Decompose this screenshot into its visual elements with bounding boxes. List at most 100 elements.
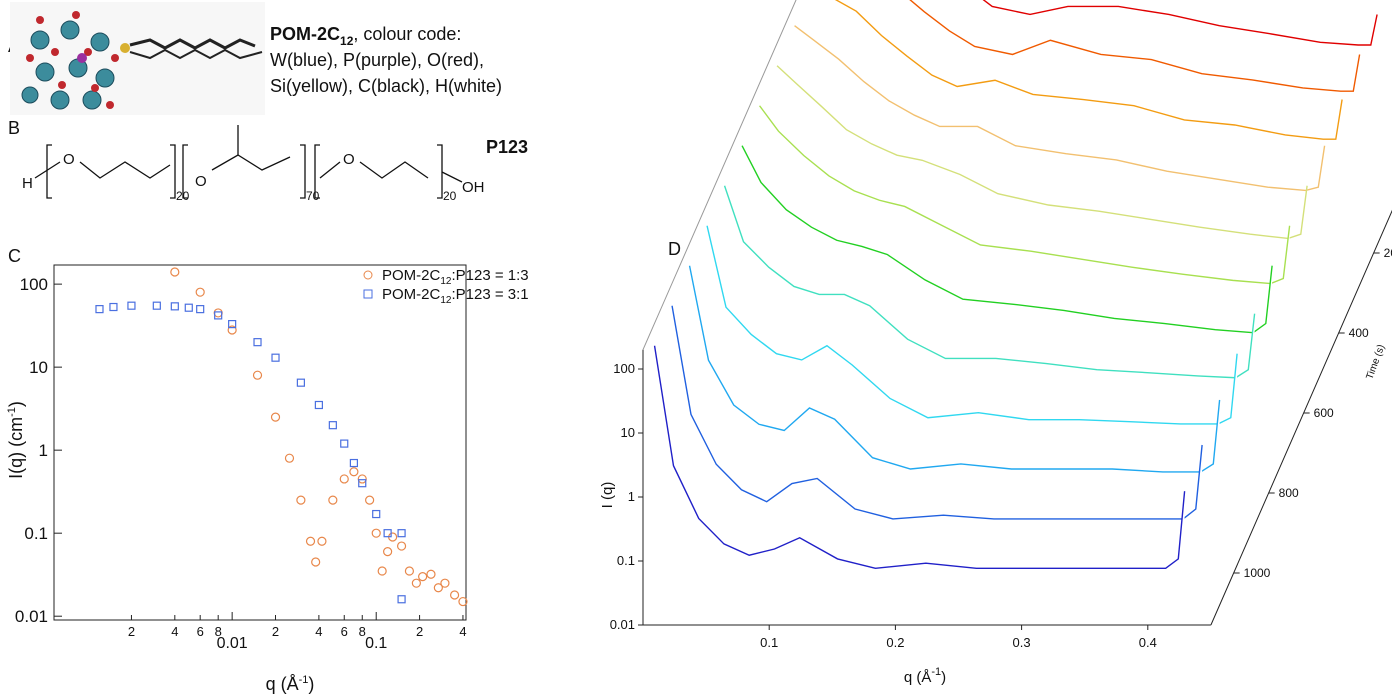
point	[396, 541, 407, 551]
curve	[758, 105, 1291, 285]
point	[404, 566, 415, 576]
x-tick-label: 8	[215, 624, 222, 639]
compound-name: POM-2C	[270, 24, 340, 44]
point	[349, 458, 358, 468]
legend-label: POM-2C12:P123 = 3:1	[382, 286, 529, 306]
panel-a-title: POM-2C12, colour code:	[270, 24, 461, 48]
point	[397, 595, 406, 604]
point	[228, 320, 237, 329]
repeat-count: 20	[443, 189, 457, 203]
point	[383, 547, 393, 557]
point	[227, 325, 237, 335]
point	[311, 557, 321, 567]
point	[253, 338, 262, 347]
point	[433, 583, 443, 593]
atom: OH	[462, 179, 485, 196]
legend-part: POM-2C	[382, 286, 441, 303]
point	[397, 529, 406, 538]
axis-label-part: q (Å	[904, 669, 932, 686]
y-tick-label: 1	[39, 441, 48, 460]
legend-sub: 12	[440, 295, 452, 306]
point	[127, 301, 136, 310]
point	[458, 596, 468, 607]
axis-label-part: I(q) (cm	[6, 417, 26, 479]
y-tick-label: 0.01	[610, 617, 635, 632]
axis-label: q (Å-1)	[266, 674, 315, 694]
axis-label-sup: -1	[6, 407, 18, 417]
point	[296, 495, 306, 505]
panel-label: D	[668, 239, 681, 259]
point	[317, 536, 327, 546]
x-tick-label: 0.4	[1139, 635, 1157, 650]
structure	[34, 125, 463, 199]
axis-label-part: )	[6, 401, 26, 407]
point	[271, 353, 280, 362]
point	[377, 566, 387, 576]
curve	[671, 305, 1203, 520]
curve	[776, 65, 1308, 240]
point	[383, 529, 392, 538]
x-tick-label: 0.1	[760, 635, 778, 650]
x-tick-label: 4	[459, 624, 466, 639]
curve	[741, 145, 1273, 334]
x-tick-label: 2	[416, 624, 423, 639]
axis-label-part: q (Å	[266, 674, 299, 694]
x-tick-label: 0.3	[1013, 635, 1031, 650]
curve	[834, 0, 1343, 140]
repeat-count: 20	[176, 189, 190, 203]
curve-mask	[689, 265, 1220, 533]
x-tick-label: 4	[315, 624, 322, 639]
curve	[794, 25, 1326, 192]
point	[418, 571, 428, 582]
point	[357, 474, 367, 484]
x-tick-label: 0.2	[886, 635, 904, 650]
y-axis-label: I (q)	[599, 482, 616, 509]
point	[426, 569, 436, 579]
plot-frame	[53, 264, 467, 621]
point	[339, 474, 349, 484]
axis-label-part: )	[308, 674, 314, 694]
point	[349, 467, 359, 477]
point	[170, 302, 179, 311]
z-axis	[1210, 209, 1392, 626]
curve	[723, 185, 1256, 379]
y-tick-label: 10	[29, 358, 48, 377]
colour-code-line: Si(yellow), C(black), H(white)	[270, 76, 502, 96]
point	[449, 590, 460, 600]
z-tick-label: 400	[1349, 326, 1369, 340]
title-tail: , colour code:	[353, 24, 461, 44]
point	[152, 301, 161, 310]
point	[109, 302, 118, 312]
point	[195, 287, 205, 297]
atom: O	[343, 151, 355, 168]
z-axis-label: Time (s)	[1364, 343, 1387, 381]
x-tick-label: 6	[197, 624, 204, 639]
point	[328, 421, 337, 430]
point	[372, 509, 381, 519]
x-tick-label: 8	[359, 624, 366, 639]
molecule	[10, 2, 265, 115]
legend-marker	[363, 270, 373, 280]
point	[214, 311, 223, 320]
compound-subscript: 12	[340, 34, 354, 48]
repeat-count: 70	[306, 189, 320, 203]
x-tick-label: 6	[341, 624, 348, 639]
curve	[653, 345, 1186, 569]
colour-code-line: W(blue), P(purple), O(red),	[270, 50, 484, 70]
point	[270, 412, 281, 422]
point	[365, 495, 375, 505]
point	[358, 479, 367, 488]
atom: O	[63, 151, 75, 168]
y-tick-label: 0.1	[617, 553, 635, 568]
point	[328, 495, 338, 505]
polymer-name: P123	[486, 137, 528, 157]
y-tick-label: 0.1	[24, 524, 48, 543]
y-tick-label: 10	[621, 425, 635, 440]
legend-label: POM-2C12:P123 = 1:3	[382, 267, 529, 287]
z-tick-label: 200	[1384, 246, 1392, 260]
legend-part: :P123 = 1:3	[451, 267, 528, 284]
curve-mask	[654, 345, 1185, 613]
curve	[982, 0, 1378, 46]
